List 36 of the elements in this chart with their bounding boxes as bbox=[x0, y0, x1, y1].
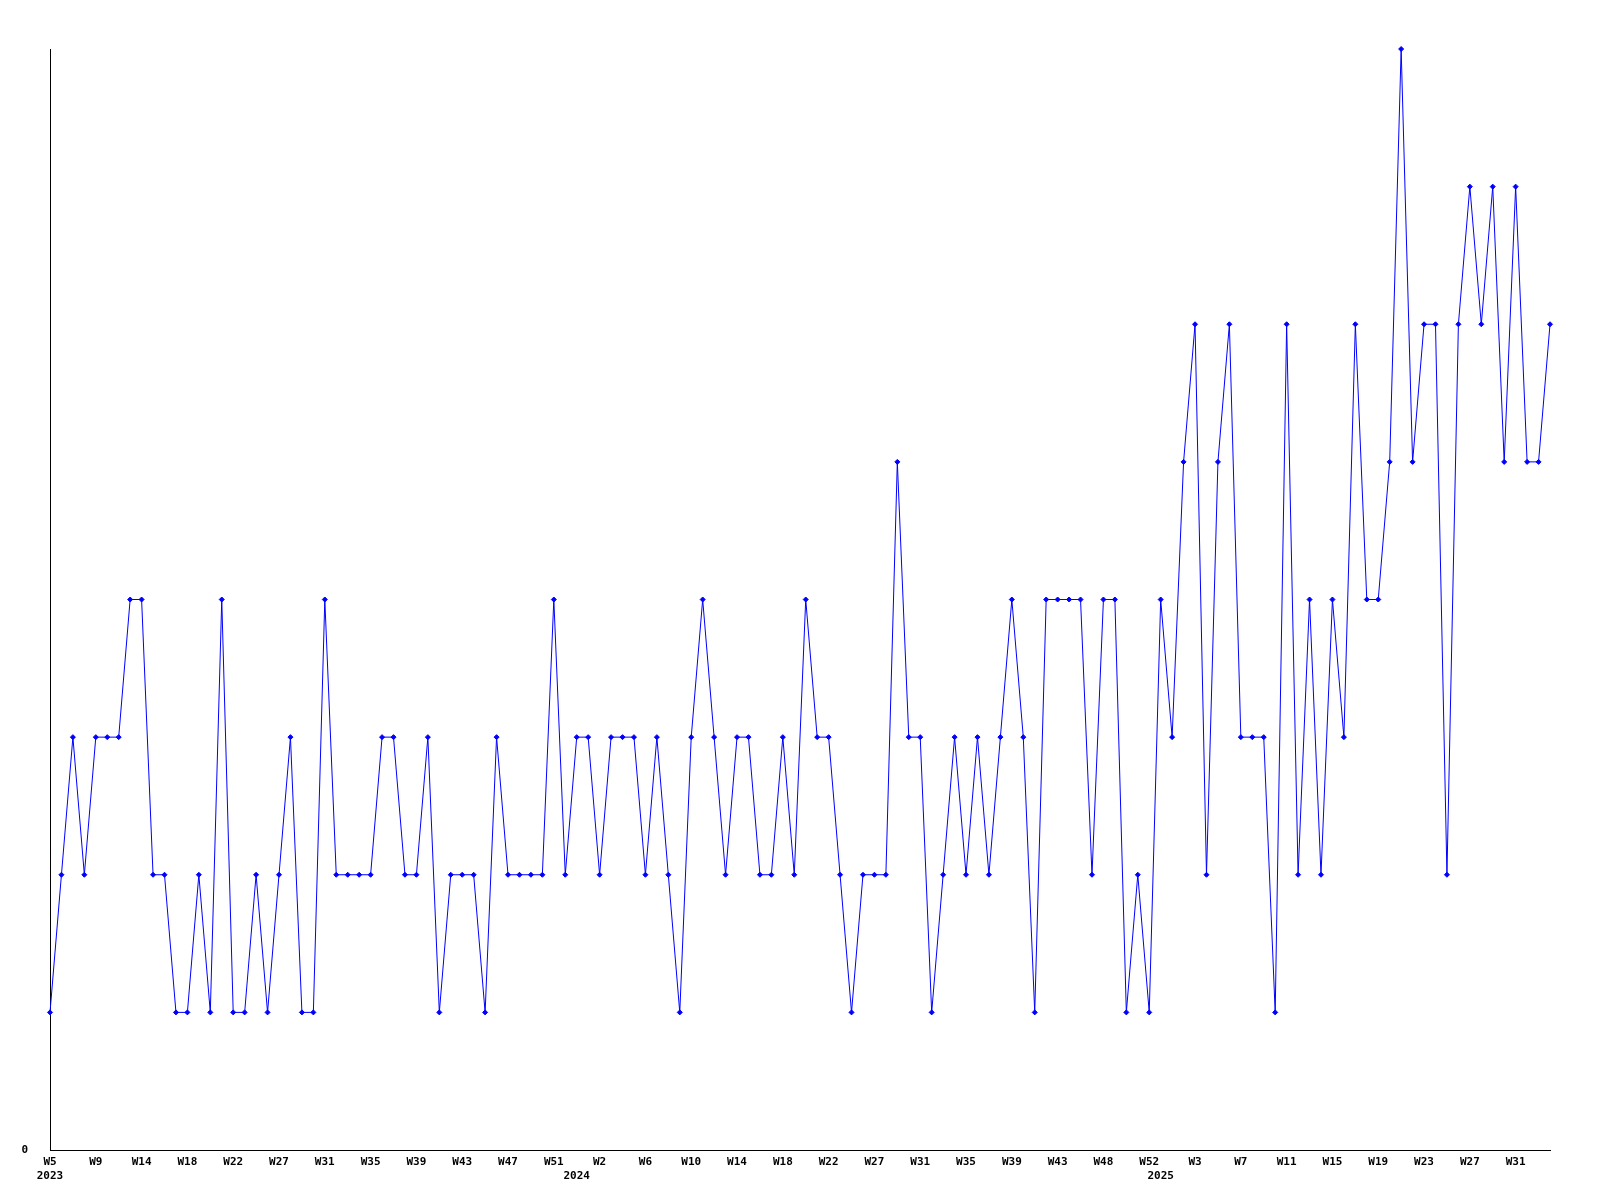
x-tick-label: W6 bbox=[638, 1155, 653, 1169]
x-tick-label: W7 bbox=[1234, 1155, 1248, 1169]
x-tick-label: W22 bbox=[818, 1155, 839, 1169]
x-tick-label: W31 bbox=[314, 1155, 336, 1169]
x-tick-label: W18 bbox=[177, 1155, 198, 1169]
x-tick-label: W39 bbox=[1001, 1155, 1022, 1169]
x-tick-label: W27 bbox=[864, 1155, 885, 1169]
x-tick-label: W14 bbox=[727, 1155, 748, 1169]
x-tick-label: W23 bbox=[1414, 1155, 1434, 1169]
x-tick-label: W10 bbox=[681, 1155, 702, 1169]
x-tick-label: W47 bbox=[498, 1155, 518, 1169]
x-tick-label: 2024 bbox=[563, 1168, 591, 1182]
x-tick-label: W22 bbox=[223, 1155, 244, 1169]
x-tick-label: W48 bbox=[1093, 1155, 1114, 1169]
x-tick-label: W3 bbox=[1188, 1155, 1202, 1169]
x-tick-label: W35 bbox=[956, 1155, 976, 1169]
x-tick-label: W35 bbox=[360, 1155, 381, 1169]
x-tick-label: W43 bbox=[452, 1155, 473, 1169]
x-tick-label: W27 bbox=[269, 1155, 289, 1169]
x-tick-label: W51 bbox=[543, 1155, 565, 1169]
x-tick-label: W43 bbox=[1047, 1155, 1068, 1169]
x-tick-label: W5 2023 bbox=[36, 1155, 64, 1182]
x-tick-label: W2 bbox=[592, 1155, 607, 1169]
x-tick-label: W19 bbox=[1368, 1155, 1389, 1169]
text: 0 bbox=[21, 1142, 28, 1156]
x-tick-label: 2025 bbox=[1147, 1168, 1174, 1182]
x-tick-label: W31 bbox=[910, 1155, 931, 1169]
x-tick-label: W18 bbox=[772, 1155, 793, 1169]
x-tick-label: W9 bbox=[89, 1155, 103, 1169]
x-tick-label: W31 bbox=[1505, 1155, 1526, 1169]
x-tick-label: W15 bbox=[1322, 1155, 1343, 1169]
x-tick-label: W52 bbox=[1139, 1155, 1160, 1169]
x-tick-label: W27 bbox=[1459, 1155, 1480, 1169]
x-tick-label: W14 bbox=[131, 1155, 152, 1169]
x-tick-label: W11 bbox=[1276, 1155, 1297, 1169]
x-tick-label: W39 bbox=[406, 1155, 427, 1169]
